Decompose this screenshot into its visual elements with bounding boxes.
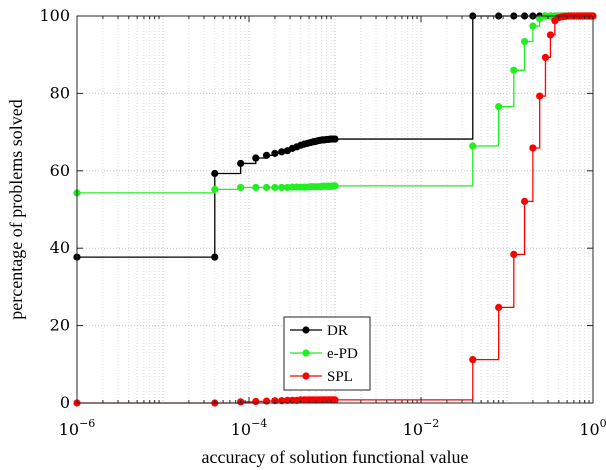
data-point xyxy=(252,154,260,162)
y-tick-label: 100 xyxy=(39,6,70,25)
data-point xyxy=(469,356,477,364)
axis-ticks: 10−6 10−4 10−2 100 0 20 40 60 80 100 xyxy=(39,6,606,439)
data-point xyxy=(510,250,518,258)
data-point xyxy=(211,253,219,261)
x-tick-label: 10−2 xyxy=(403,417,440,439)
data-point xyxy=(536,15,544,23)
data-point xyxy=(331,396,339,404)
data-point xyxy=(262,397,271,405)
y-tick-label: 60 xyxy=(50,161,70,180)
data-point xyxy=(541,53,550,62)
x-axis-label: accuracy of solution functional value xyxy=(202,447,469,467)
data-point xyxy=(495,303,503,312)
y-tick-label: 80 xyxy=(50,83,70,102)
data-point xyxy=(529,22,537,30)
y-tick-label: 20 xyxy=(50,316,70,335)
data-point xyxy=(271,149,279,157)
data-point xyxy=(331,182,339,190)
data-point xyxy=(278,397,286,405)
data-point xyxy=(331,135,339,143)
data-point xyxy=(252,183,260,192)
data-point xyxy=(271,183,279,192)
x-tick-label: 10−4 xyxy=(231,417,268,439)
legend-label: e-PD xyxy=(327,346,358,362)
legend: DR e-PD SPL xyxy=(283,316,371,391)
data-point xyxy=(252,397,260,406)
data-point xyxy=(237,183,245,192)
plot-frame xyxy=(76,15,594,404)
data-point xyxy=(529,144,537,152)
data-point xyxy=(546,31,555,39)
data-point xyxy=(510,66,518,74)
data-point xyxy=(262,183,271,192)
data-point xyxy=(262,151,271,159)
legend-marker xyxy=(302,349,310,357)
data-point xyxy=(278,148,286,156)
y-axis-label: percentage of problems solved xyxy=(6,99,26,319)
data-point xyxy=(237,159,245,168)
data-point xyxy=(278,183,286,192)
data-point xyxy=(520,37,529,46)
legend-marker xyxy=(302,372,310,380)
y-tick-label: 0 xyxy=(60,393,70,412)
data-point xyxy=(211,185,219,193)
data-point xyxy=(211,169,219,178)
legend-marker xyxy=(302,326,310,334)
y-tick-label: 40 xyxy=(50,238,70,257)
legend-label: DR xyxy=(327,323,348,339)
data-point xyxy=(536,92,544,100)
data-point xyxy=(283,396,292,404)
data-point xyxy=(495,102,503,111)
legend-label: SPL xyxy=(327,369,353,385)
x-tick-label: 100 xyxy=(579,417,606,439)
data-point xyxy=(469,142,477,150)
data-point xyxy=(520,197,529,205)
x-tick-label: 10−6 xyxy=(59,417,96,439)
